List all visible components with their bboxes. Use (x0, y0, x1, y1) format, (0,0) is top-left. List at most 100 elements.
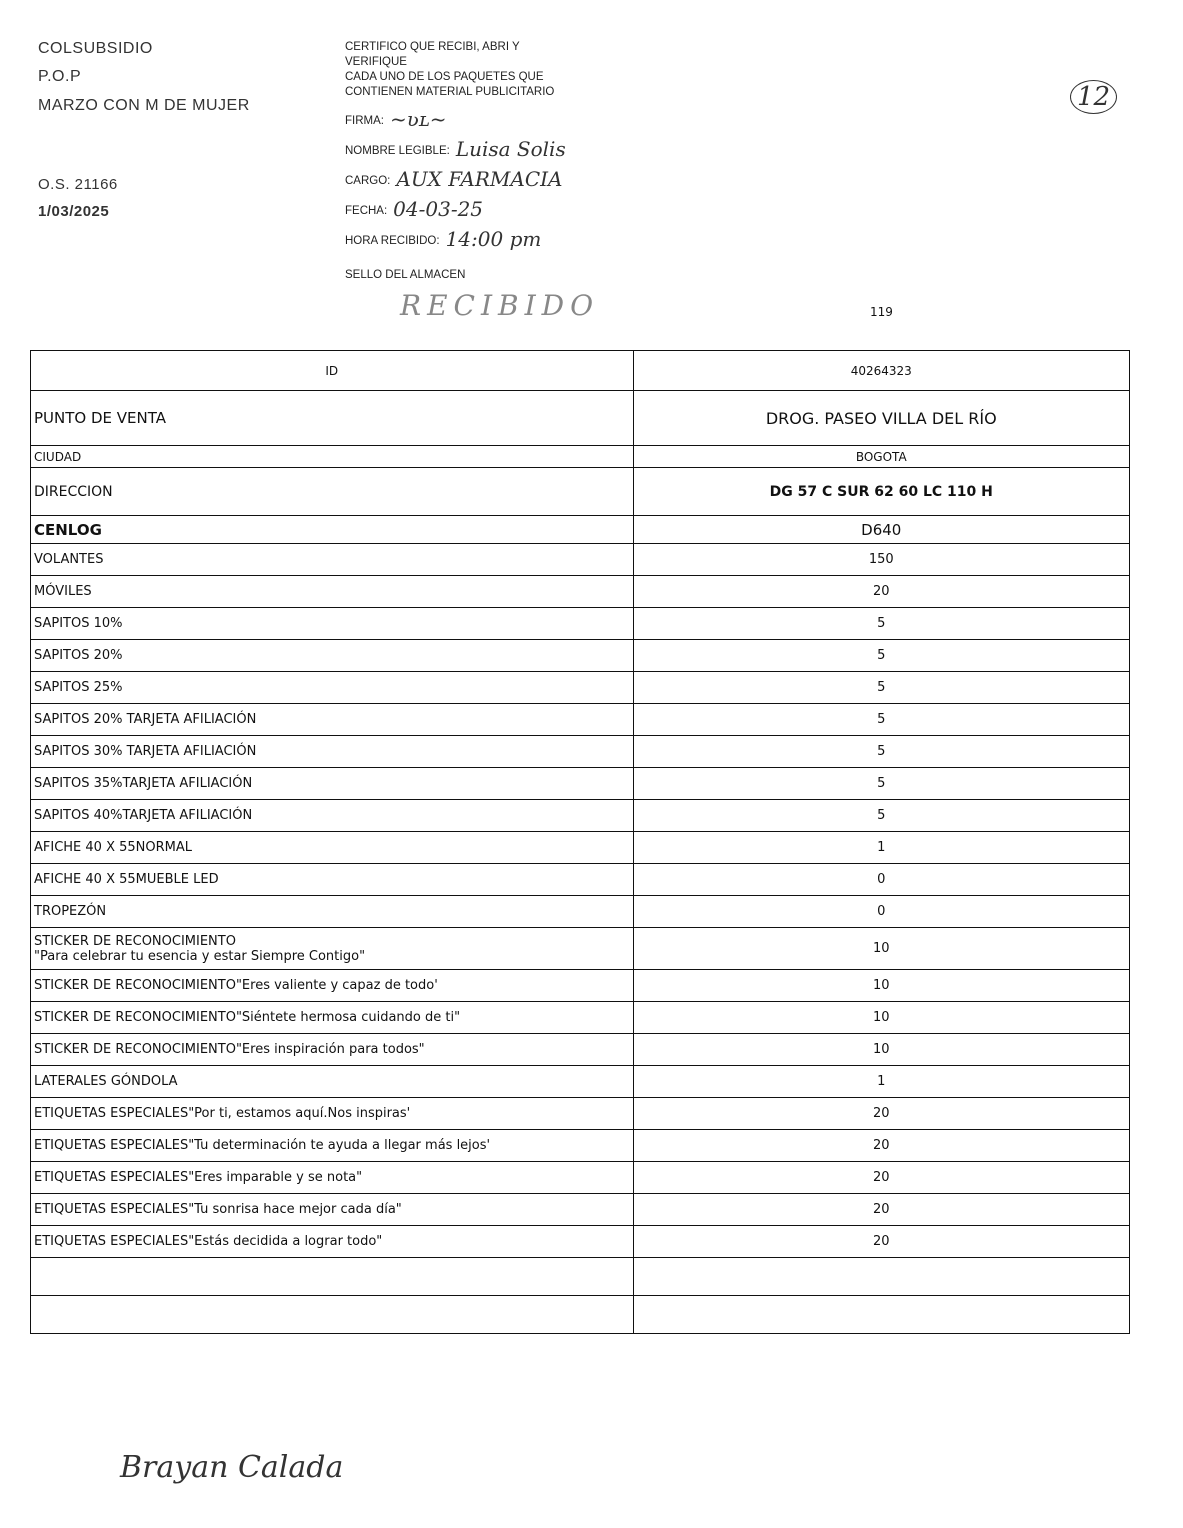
nombre-row: NOMBRE LEGIBLE: Luisa Solis (345, 134, 566, 162)
table-row: LATERALES GÓNDOLA 1 (30, 1065, 1130, 1098)
item-label-text: STICKER DE RECONOCIMIENTO"Eres inspiraci… (34, 1042, 425, 1057)
document-date: 1/03/2025 (38, 203, 110, 220)
cargo-value: AUX FARMACIA (396, 167, 563, 191)
item-label-text: ETIQUETAS ESPECIALES"Estás decidida a lo… (34, 1234, 383, 1249)
item-quantity: 5 (632, 671, 1130, 704)
item-label-text: AFICHE 40 X 55MUEBLE LED (34, 872, 219, 887)
ciudad-row: CIUDAD BOGOTA (30, 445, 1130, 468)
item-label-text: AFICHE 40 X 55NORMAL (34, 840, 192, 855)
sello-label: SELLO DEL ALMACEN (345, 269, 466, 281)
item-label-text: ETIQUETAS ESPECIALES"Por ti, estamos aqu… (34, 1106, 411, 1121)
item-label-text: STICKER DE RECONOCIMIENTO"Eres valiente … (34, 978, 438, 993)
direccion-row: DIRECCION DG 57 C SUR 62 60 LC 110 H (30, 467, 1130, 516)
item-quantity: 5 (632, 607, 1130, 640)
item-label: VOLANTES (30, 543, 634, 576)
cenlog-value: D640 (632, 515, 1130, 544)
id-row: ID 40264323 (30, 350, 1130, 391)
item-quantity: 20 (632, 1193, 1130, 1226)
item-label-text: ETIQUETAS ESPECIALES"Tu determinación te… (34, 1138, 491, 1153)
page-mark: 12 (1070, 80, 1118, 114)
id-label: ID (30, 350, 634, 391)
item-label-text: LATERALES GÓNDOLA (34, 1074, 178, 1089)
nombre-label: NOMBRE LEGIBLE: (345, 145, 450, 157)
table-row: TROPEZÓN 0 (30, 895, 1130, 928)
item-quantity: 1 (632, 831, 1130, 864)
item-label: SAPITOS 40%TARJETA AFILIACIÓN (30, 799, 634, 832)
firma-row: FIRMA: ~ʋʟ~ (345, 104, 447, 132)
empty-cell (30, 1257, 634, 1296)
item-label: SAPITOS 20% TARJETA AFILIACIÓN (30, 703, 634, 736)
document-type: P.O.P (38, 68, 82, 85)
item-label-text: SAPITOS 20% (34, 648, 123, 663)
table-row: SAPITOS 30% TARJETA AFILIACIÓN 5 (30, 735, 1130, 768)
cenlog-row: CENLOG D640 (30, 515, 1130, 544)
item-quantity: 10 (632, 969, 1130, 1002)
item-label-text: SAPITOS 20% TARJETA AFILIACIÓN (34, 712, 257, 727)
item-quantity: 10 (632, 1033, 1130, 1066)
empty-cell (30, 1295, 634, 1334)
cert-line: CONTIENEN MATERIAL PUBLICITARIO (345, 86, 555, 98)
table-row: STICKER DE RECONOCIMIENTO"Siéntete hermo… (30, 1001, 1130, 1034)
item-label-text: VOLANTES (34, 552, 104, 567)
firma-label: FIRMA: (345, 115, 384, 127)
table-row: STICKER DE RECONOCIMIENTO"Eres inspiraci… (30, 1033, 1130, 1066)
item-quantity: 5 (632, 799, 1130, 832)
item-quantity: 0 (632, 863, 1130, 896)
item-label: STICKER DE RECONOCIMIENTO"Eres inspiraci… (30, 1033, 634, 1066)
punto-value: DROG. PASEO VILLA DEL RÍO (632, 390, 1130, 446)
table-row: ETIQUETAS ESPECIALES"Tu sonrisa hace mej… (30, 1193, 1130, 1226)
item-label: AFICHE 40 X 55MUEBLE LED (30, 863, 634, 896)
item-label: SAPITOS 20% (30, 639, 634, 672)
item-quantity: 20 (632, 1161, 1130, 1194)
ciudad-label: CIUDAD (30, 445, 634, 468)
item-label-text: MÓVILES (34, 584, 92, 599)
table-row: VOLANTES 150 (30, 543, 1130, 576)
item-label: AFICHE 40 X 55NORMAL (30, 831, 634, 864)
table-row: SAPITOS 40%TARJETA AFILIACIÓN 5 (30, 799, 1130, 832)
item-label: MÓVILES (30, 575, 634, 608)
table-row: STICKER DE RECONOCIMIENTO "Para celebrar … (30, 927, 1130, 970)
empty-row (30, 1257, 1130, 1296)
table-row: SAPITOS 25% 5 (30, 671, 1130, 704)
empty-cell (632, 1295, 1130, 1334)
item-label: ETIQUETAS ESPECIALES"Eres imparable y se… (30, 1161, 634, 1194)
item-label: TROPEZÓN (30, 895, 634, 928)
certification-text: CERTIFICO QUE RECIBI, ABRI Y VERIFIQUE C… (345, 40, 554, 100)
direccion-value: DG 57 C SUR 62 60 LC 110 H (632, 467, 1130, 516)
sheet-number: 119 (870, 305, 893, 319)
table-row: ETIQUETAS ESPECIALES"Tu determinación te… (30, 1129, 1130, 1162)
item-label-text: SAPITOS 25% (34, 680, 123, 695)
item-quantity: 5 (632, 703, 1130, 736)
item-label: ETIQUETAS ESPECIALES"Tu sonrisa hace mej… (30, 1193, 634, 1226)
cargo-label: CARGO: (345, 175, 391, 187)
item-quantity: 20 (632, 575, 1130, 608)
nombre-value: Luisa Solis (455, 137, 566, 161)
cargo-row: CARGO: AUX FARMACIA (345, 164, 562, 192)
item-quantity: 0 (632, 895, 1130, 928)
item-quantity: 5 (632, 735, 1130, 768)
punto-row: PUNTO DE VENTA DROG. PASEO VILLA DEL RÍO (30, 390, 1130, 446)
hora-label: HORA RECIBIDO: (345, 235, 440, 247)
table-row: SAPITOS 20% TARJETA AFILIACIÓN 5 (30, 703, 1130, 736)
item-label: SAPITOS 30% TARJETA AFILIACIÓN (30, 735, 634, 768)
item-label: ETIQUETAS ESPECIALES"Tu determinación te… (30, 1129, 634, 1162)
item-label-text: STICKER DE RECONOCIMIENTO (34, 933, 236, 949)
order-number: O.S. 21166 (38, 176, 118, 193)
cert-line: VERIFIQUE (345, 56, 407, 68)
item-quantity: 1 (632, 1065, 1130, 1098)
item-quantity: 20 (632, 1097, 1130, 1130)
item-label-text: SAPITOS 30% TARJETA AFILIACIÓN (34, 744, 257, 759)
ciudad-value: BOGOTA (632, 445, 1130, 468)
item-label-text: ETIQUETAS ESPECIALES"Tu sonrisa hace mej… (34, 1202, 402, 1217)
item-quantity: 20 (632, 1129, 1130, 1162)
item-label: STICKER DE RECONOCIMIENTO"Eres valiente … (30, 969, 634, 1002)
item-label: ETIQUETAS ESPECIALES"Por ti, estamos aqu… (30, 1097, 634, 1130)
table-row: AFICHE 40 X 55NORMAL 1 (30, 831, 1130, 864)
cert-line: CADA UNO DE LOS PAQUETES QUE (345, 71, 544, 83)
id-value: 40264323 (632, 350, 1130, 391)
fecha-value: 04-03-25 (393, 197, 484, 221)
signature-mark: ~ʋʟ~ (389, 107, 447, 131)
item-label-subtext: "Para celebrar tu esencia y estar Siempr… (34, 948, 366, 964)
fecha-row: FECHA: 04-03-25 (345, 194, 483, 222)
